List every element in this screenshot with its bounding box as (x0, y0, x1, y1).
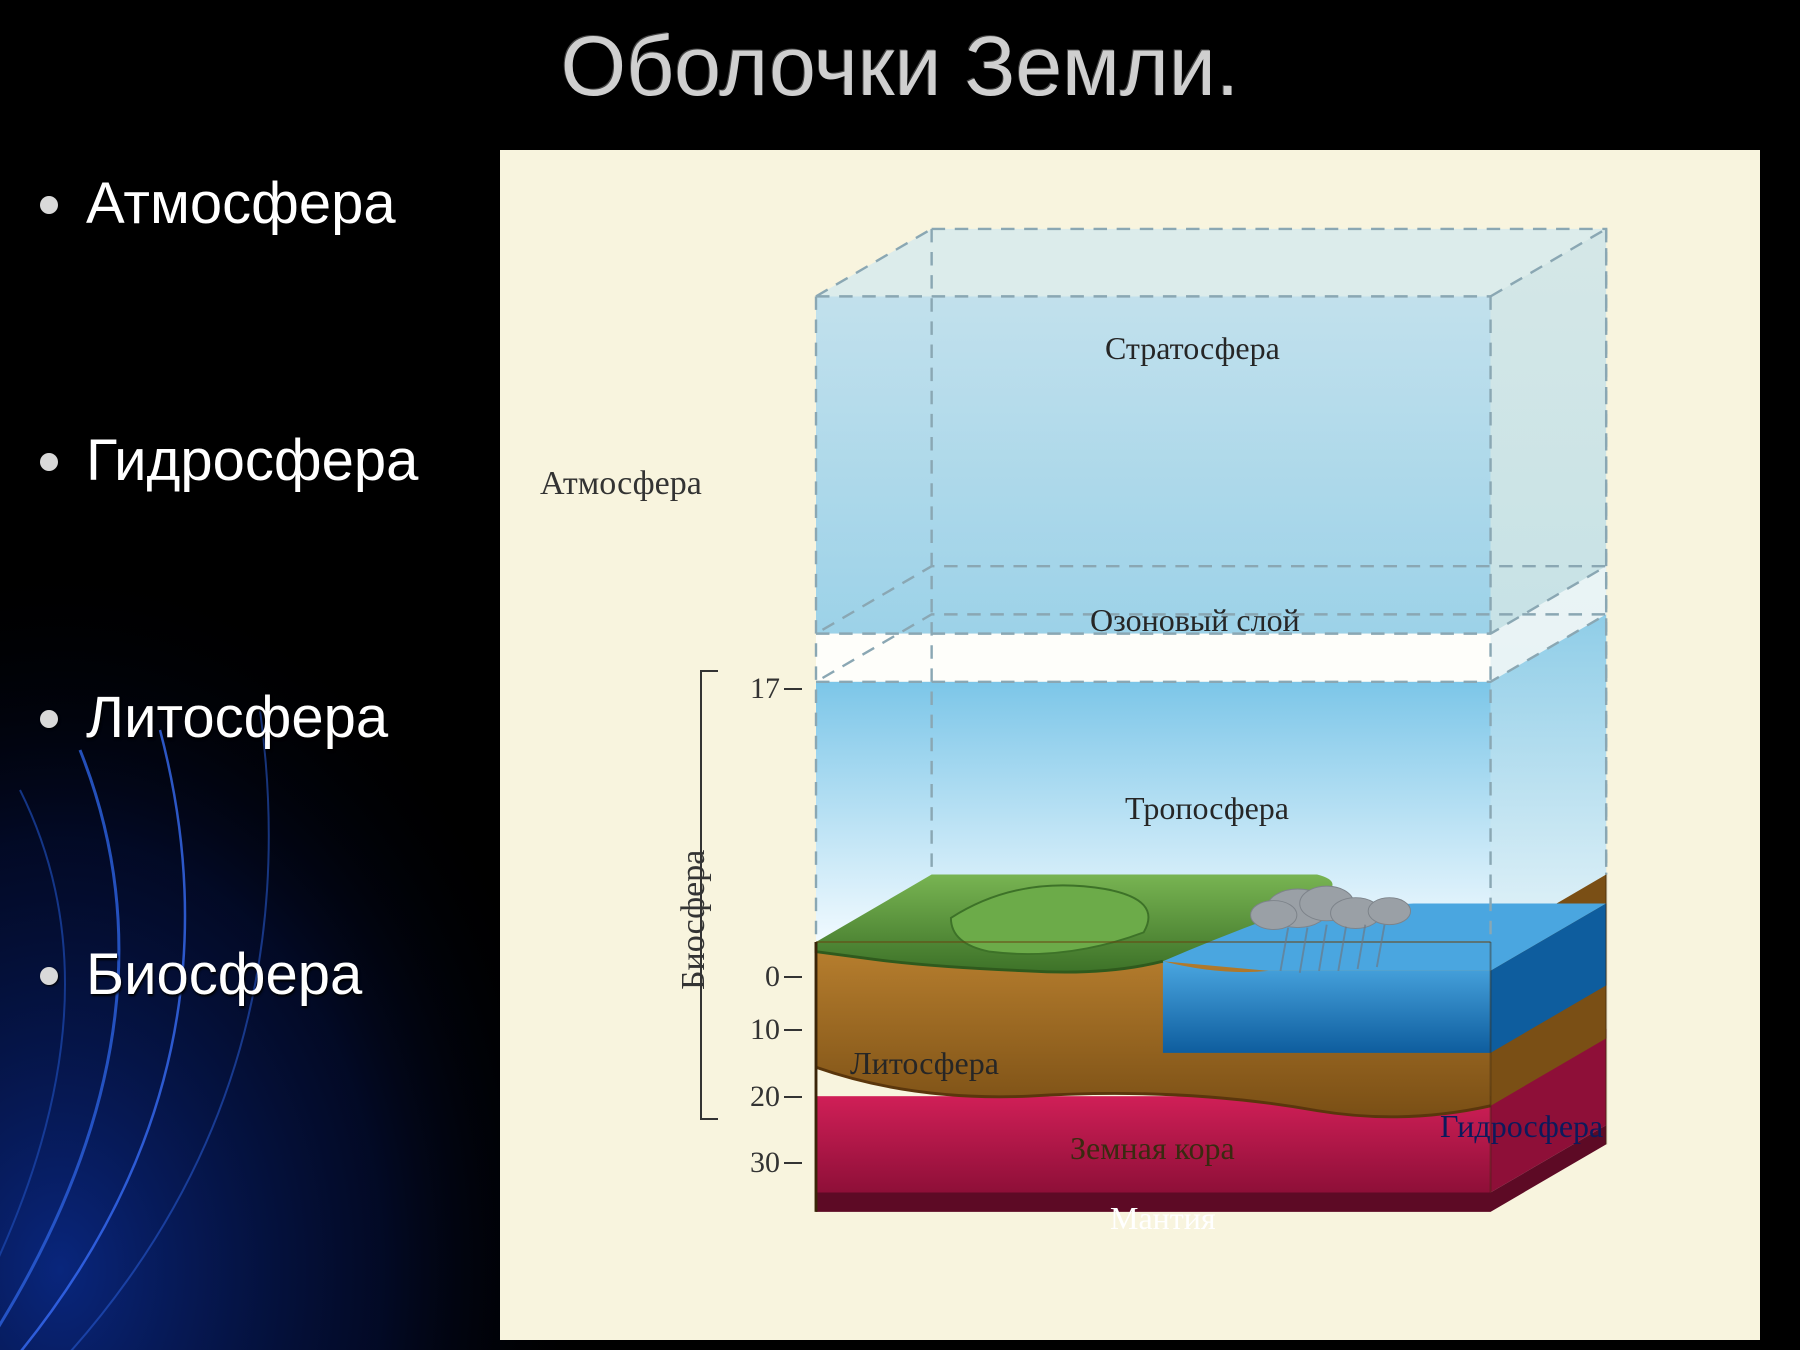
biosphere-bracket (700, 670, 718, 1120)
scale-0: 0 (730, 960, 780, 994)
scale-17: 17 (730, 672, 780, 706)
label-troposphere: Тропосфера (1125, 790, 1289, 827)
list-item: Атмосфера (36, 170, 418, 237)
label-mantle: Мантия (1110, 1200, 1216, 1237)
label-stratosphere: Стратосфера (1105, 330, 1280, 367)
bullet-list: Атмосфера Гидросфера Литосфера Биосфера (36, 170, 418, 1198)
slide-title: Оболочки Земли. (0, 18, 1800, 115)
label-atmosphere-ext: Атмосфера (540, 465, 702, 503)
scale-30: 30 (730, 1146, 780, 1180)
scale-20: 20 (730, 1080, 780, 1114)
list-item: Гидросфера (36, 427, 418, 494)
label-lithosphere: Литосфера (850, 1045, 999, 1082)
label-crust: Земная кора (1070, 1130, 1235, 1167)
label-hydrosphere: Гидросфера (1440, 1108, 1603, 1145)
earth-shells-diagram: Атмосфера Биосфера 17 0 10 20 30 (500, 150, 1760, 1340)
scale-10: 10 (730, 1013, 780, 1047)
list-item: Литосфера (36, 684, 418, 751)
label-ozone: Озоновый слой (1090, 602, 1300, 639)
list-item: Биосфера (36, 941, 418, 1008)
